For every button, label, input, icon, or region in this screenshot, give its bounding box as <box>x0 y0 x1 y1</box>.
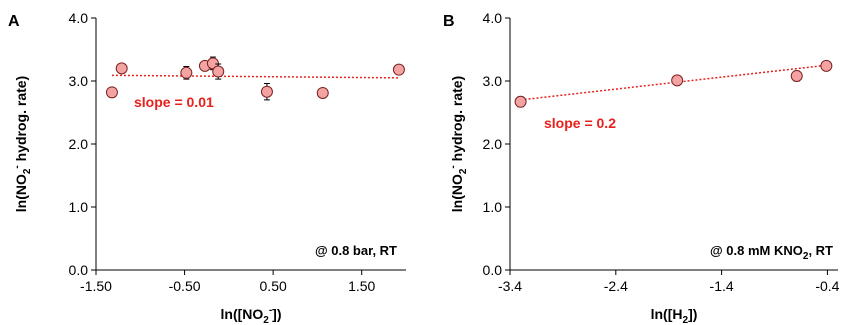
panel-b-x-tick-label: -3.4 <box>498 278 522 294</box>
panel-b-y-axis-title: ln(NO2- hydrog. rate) <box>448 76 469 212</box>
panel-b-x-tick-label: -0.4 <box>815 278 839 294</box>
panel-a-y-tick-label: 0.0 <box>69 262 89 278</box>
panel-a-x-tick-label: 1.50 <box>348 278 375 294</box>
panel-b-data-point <box>671 74 684 87</box>
panel-b-y-tick-label: 1.0 <box>483 199 503 215</box>
panel-a-x-axis-title: ln([NO2-]) <box>221 305 282 325</box>
panel-a-x-tick-label: 0.50 <box>260 278 287 294</box>
panel-a-y-tick-label: 1.0 <box>69 199 89 215</box>
panel-a-letter: A <box>8 13 20 30</box>
panel-b-y-tick-label: 0.0 <box>483 262 503 278</box>
panel-b-slope-label: slope = 0.2 <box>544 115 616 131</box>
panel-b-letter: B <box>443 13 455 30</box>
panel-a-data-point <box>392 63 405 76</box>
panel-b-data-point <box>514 95 527 108</box>
panel-a-condition-annotation: @ 0.8 bar, RT <box>315 243 397 258</box>
panel-b-y-tick-label: 3.0 <box>483 73 503 89</box>
panel-a-y-tick-label: 4.0 <box>69 10 89 26</box>
panel-a-data-point <box>260 85 273 98</box>
panel-b-x-tick-label: -1.4 <box>710 278 734 294</box>
panel-a-data-point <box>105 86 118 99</box>
panel-a-y-axis-title: ln(NO2- hydrog. rate) <box>12 76 33 212</box>
panel-a-data-point <box>316 86 329 99</box>
panel-a-y-tick-label: 2.0 <box>69 136 89 152</box>
panel-a-data-point <box>115 62 128 75</box>
panel-a-trendline <box>111 74 399 79</box>
panel-b-data-point <box>820 59 833 72</box>
panel-b-y-tick-label: 4.0 <box>483 10 503 26</box>
panel-a-data-point <box>180 66 193 79</box>
panel-b-data-point <box>790 69 803 82</box>
panel-b-x-tick-label: -2.4 <box>604 278 628 294</box>
panel-b-condition-annotation: @ 0.8 mM KNO2, RT <box>710 243 833 262</box>
panel-a-slope-label: slope = 0.01 <box>134 94 214 110</box>
panel-a-data-point <box>212 65 225 78</box>
panel-a-x-tick-label: -0.50 <box>169 278 201 294</box>
panel-a-x-tick-label: -1.50 <box>80 278 112 294</box>
panel-b-x-axis-title: ln([H2]) <box>651 306 698 325</box>
panel-a-y-tick-label: 3.0 <box>69 73 89 89</box>
panel-b-y-tick-label: 2.0 <box>483 136 503 152</box>
